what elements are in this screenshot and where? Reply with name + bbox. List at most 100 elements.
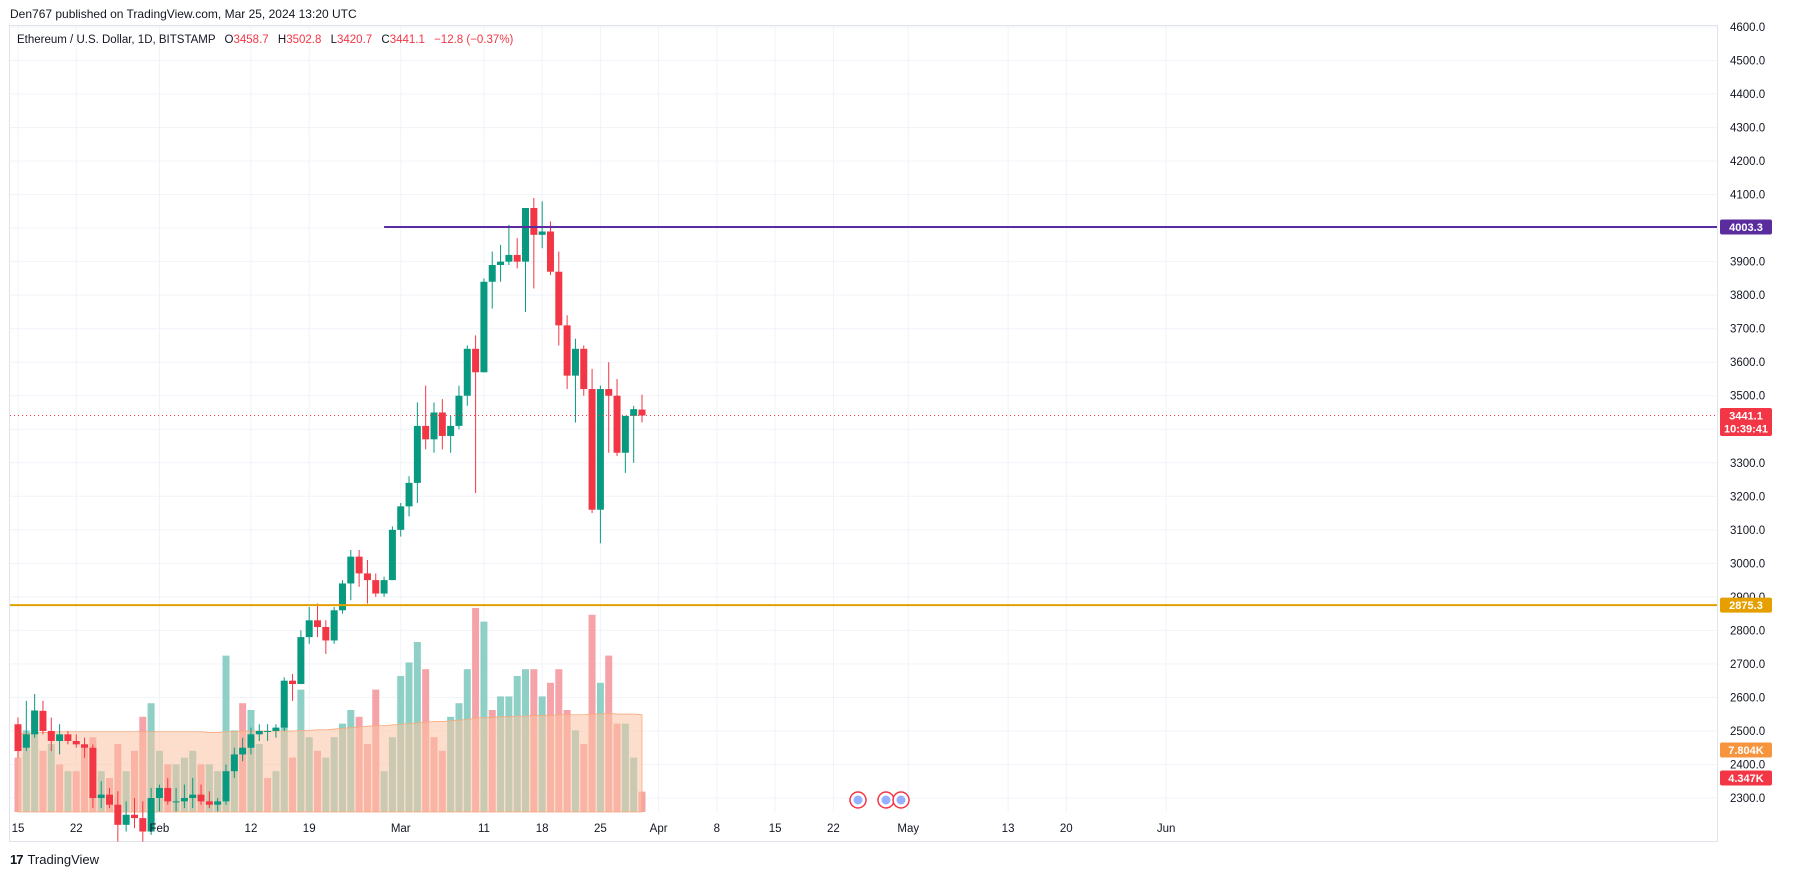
candle-body[interactable]: [139, 818, 147, 832]
y-tick-label: 4200.0: [1730, 156, 1765, 168]
candle-body[interactable]: [422, 425, 430, 440]
candle-body[interactable]: [497, 261, 505, 266]
candle-body[interactable]: [580, 348, 588, 390]
candle-body[interactable]: [480, 281, 488, 373]
candle-body[interactable]: [588, 389, 596, 510]
x-tick-label: 22: [70, 823, 83, 835]
candle-body[interactable]: [289, 680, 297, 685]
candle-body[interactable]: [363, 573, 371, 581]
x-tick-label: Apr: [650, 823, 668, 835]
candle-body[interactable]: [164, 787, 172, 802]
candle-body[interactable]: [338, 583, 346, 611]
candle-body[interactable]: [97, 794, 105, 798]
candle-body[interactable]: [272, 727, 280, 731]
candle-body[interactable]: [239, 747, 247, 755]
y-tick-label: 4400.0: [1730, 89, 1765, 101]
candle-body[interactable]: [189, 794, 197, 798]
candle-body[interactable]: [638, 409, 646, 416]
support-tag: [1720, 597, 1772, 613]
candle-body[interactable]: [347, 556, 355, 584]
x-tick-label: May: [897, 823, 919, 835]
us-flag-icon: [896, 795, 906, 805]
candle-body[interactable]: [613, 395, 621, 453]
candle-body[interactable]: [372, 580, 380, 594]
candle-body[interactable]: [447, 425, 455, 436]
candle-body[interactable]: [488, 265, 496, 282]
candle-body[interactable]: [322, 627, 330, 641]
candle-body[interactable]: [222, 771, 230, 802]
candle-body[interactable]: [605, 389, 613, 396]
candle-body[interactable]: [214, 801, 222, 805]
x-tick-label: 20: [1060, 823, 1073, 835]
candle-body[interactable]: [314, 620, 322, 628]
candle-body[interactable]: [56, 734, 64, 742]
x-tick-label: 18: [536, 823, 549, 835]
candle-body[interactable]: [438, 412, 446, 436]
candle-body[interactable]: [130, 814, 138, 819]
volume-last-label: 4.347K: [1728, 773, 1764, 785]
candle-body[interactable]: [89, 747, 97, 798]
candle-body[interactable]: [355, 556, 363, 574]
candle-body[interactable]: [114, 804, 122, 825]
candle-body[interactable]: [430, 412, 438, 440]
candle-body[interactable]: [106, 794, 114, 805]
candle-body[interactable]: [155, 787, 163, 798]
tradingview-logo-text: TradingView: [27, 852, 100, 867]
candle-body[interactable]: [555, 271, 563, 326]
candle-body[interactable]: [621, 415, 629, 453]
candle-body[interactable]: [64, 734, 72, 742]
candle-body[interactable]: [630, 409, 638, 416]
candle-body[interactable]: [505, 254, 513, 262]
candle-body[interactable]: [388, 529, 396, 581]
tradingview-logo[interactable]: 17 TradingView: [10, 852, 99, 867]
candle-body[interactable]: [546, 231, 554, 272]
candle-body[interactable]: [413, 425, 421, 483]
x-tick-label: 13: [1002, 823, 1015, 835]
candle-body[interactable]: [147, 798, 155, 832]
candle-body[interactable]: [330, 610, 338, 641]
candle-body[interactable]: [122, 814, 130, 825]
candle-body[interactable]: [538, 231, 546, 235]
y-tick-label: 3000.0: [1730, 558, 1765, 570]
x-tick-label: 19: [303, 823, 316, 835]
candle-body[interactable]: [280, 680, 288, 728]
candle-body[interactable]: [305, 620, 313, 638]
candle-body[interactable]: [463, 348, 471, 396]
candle-body[interactable]: [39, 710, 47, 731]
legend-open-value: 3458.7: [233, 34, 269, 46]
candle-body[interactable]: [472, 348, 480, 373]
last-price-label: 10:39:41: [1724, 423, 1768, 435]
candle-body[interactable]: [522, 208, 530, 262]
candle-body[interactable]: [380, 580, 388, 594]
candle-body[interactable]: [397, 506, 405, 530]
y-tick-label: 2800.0: [1730, 625, 1765, 637]
candle-body[interactable]: [81, 744, 89, 748]
candle-body[interactable]: [172, 801, 180, 803]
candle-body[interactable]: [180, 798, 188, 802]
candle-body[interactable]: [264, 730, 272, 732]
volume-ma-label: 7.804K: [1728, 745, 1764, 757]
candle-body[interactable]: [197, 794, 205, 802]
candle-body[interactable]: [563, 325, 571, 376]
candle-body[interactable]: [596, 389, 604, 510]
candle-body[interactable]: [31, 710, 39, 735]
us-flag-icon: [853, 795, 863, 805]
candle-body[interactable]: [571, 348, 579, 376]
candle-body[interactable]: [455, 395, 463, 426]
candle-body[interactable]: [297, 637, 305, 685]
legend-symbol[interactable]: Ethereum / U.S. Dollar, 1D, BITSTAMP: [17, 34, 216, 46]
candle-body[interactable]: [205, 801, 213, 805]
candle-body[interactable]: [22, 734, 30, 748]
candle-body[interactable]: [530, 208, 538, 235]
candle-body[interactable]: [230, 754, 238, 772]
legend-high-label: H: [277, 34, 287, 46]
candle-body[interactable]: [405, 482, 413, 507]
candle-body[interactable]: [513, 254, 521, 262]
candle-body[interactable]: [255, 730, 263, 735]
candle-body[interactable]: [72, 741, 80, 745]
us-flag-icon: [881, 795, 891, 805]
candle-body[interactable]: [247, 734, 255, 748]
candle-body[interactable]: [47, 730, 55, 742]
candle-body[interactable]: [14, 724, 22, 752]
